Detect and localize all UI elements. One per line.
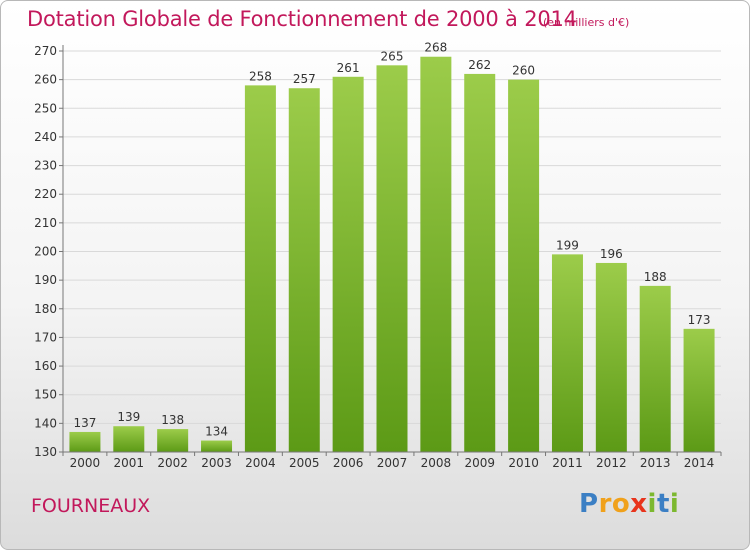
bar — [508, 79, 540, 453]
y-tick-label: 170 — [34, 330, 57, 344]
data-labels: 137 139 138 134 258 257 261 265 268 262 260 199 196 1… — [73, 41, 710, 439]
chart-title: Dotation Globale de Fonctionnement de 20… — [27, 7, 577, 31]
proxiti-logo: Proxiti — [579, 489, 679, 519]
x-tick-label: 2003 — [201, 456, 232, 470]
y-tick-label: 270 — [34, 44, 57, 58]
x-tick-label: 2000 — [70, 456, 101, 470]
y-tick-label: 210 — [34, 216, 57, 230]
bar — [420, 56, 452, 452]
bar-value-label: 199 — [556, 238, 579, 252]
y-tick-label: 160 — [34, 359, 57, 373]
x-tick-label: 2007 — [377, 456, 408, 470]
x-tick-label: 2014 — [684, 456, 715, 470]
logo-letter: t — [656, 489, 670, 519]
x-tick-label: 2011 — [552, 456, 583, 470]
logo-letter: o — [611, 489, 631, 519]
x-tick-label: 2008 — [421, 456, 452, 470]
logo-letter: i — [669, 489, 680, 519]
logo-letter: x — [630, 489, 648, 519]
bar-value-label: 261 — [337, 61, 360, 75]
bar — [464, 73, 496, 453]
x-tick-label: 2012 — [596, 456, 627, 470]
bars — [69, 56, 715, 453]
bar-value-label: 173 — [688, 313, 711, 327]
x-tick-label: 2013 — [640, 456, 671, 470]
bar-value-label: 134 — [205, 425, 228, 439]
bar-value-label: 196 — [600, 247, 623, 261]
bar — [69, 431, 101, 452]
y-tick-label: 140 — [34, 416, 57, 430]
x-axis: 2000 2001 2002 2003 2004 2005 2006 2007 2008 2009… — [62, 451, 722, 470]
y-tick-label: 200 — [34, 245, 57, 259]
bar — [376, 65, 408, 453]
bar — [332, 76, 364, 453]
bar-value-label: 257 — [293, 72, 316, 86]
commune-name: FOURNEAUX — [31, 495, 151, 517]
bar-value-label: 260 — [512, 64, 535, 78]
bar — [683, 328, 715, 452]
bar — [288, 88, 320, 452]
x-tick-label: 2010 — [508, 456, 539, 470]
bar-value-label: 137 — [73, 416, 96, 430]
bar — [244, 85, 276, 452]
y-axis: 130 140 150 160 170 180 190 200 210 220 230 240 250 2… — [34, 44, 64, 459]
y-tick-label: 190 — [34, 273, 57, 287]
chart-unit: (en milliers d'€) — [543, 16, 630, 29]
x-tick-label: 2005 — [289, 456, 320, 470]
y-tick-label: 150 — [34, 388, 57, 402]
bar — [157, 429, 189, 452]
bar-value-label: 268 — [424, 41, 447, 55]
y-tick-label: 230 — [34, 159, 57, 173]
y-tick-label: 240 — [34, 130, 57, 144]
bar-value-label: 139 — [117, 410, 140, 424]
bar-value-label: 188 — [644, 270, 667, 284]
x-tick-label: 2001 — [114, 456, 145, 470]
bar — [551, 254, 583, 452]
x-tick-label: 2009 — [464, 456, 495, 470]
bar-value-label: 258 — [249, 69, 272, 83]
bar — [595, 262, 627, 452]
x-tick-label: 2002 — [157, 456, 188, 470]
bar — [113, 426, 145, 452]
logo-letter: P — [579, 489, 599, 519]
bar-value-label: 138 — [161, 413, 184, 427]
bar-value-label: 265 — [381, 49, 404, 63]
bar — [639, 285, 671, 452]
bar — [201, 440, 233, 452]
y-tick-label: 220 — [34, 187, 57, 201]
y-tick-label: 180 — [34, 302, 57, 316]
bar-value-label: 262 — [468, 58, 491, 72]
y-tick-label: 130 — [34, 445, 57, 459]
y-tick-label: 250 — [34, 101, 57, 115]
x-tick-label: 2004 — [245, 456, 276, 470]
x-tick-label: 2006 — [333, 456, 364, 470]
logo-letter: i — [647, 489, 657, 519]
logo-letter: r — [598, 489, 612, 519]
y-tick-label: 260 — [34, 73, 57, 87]
